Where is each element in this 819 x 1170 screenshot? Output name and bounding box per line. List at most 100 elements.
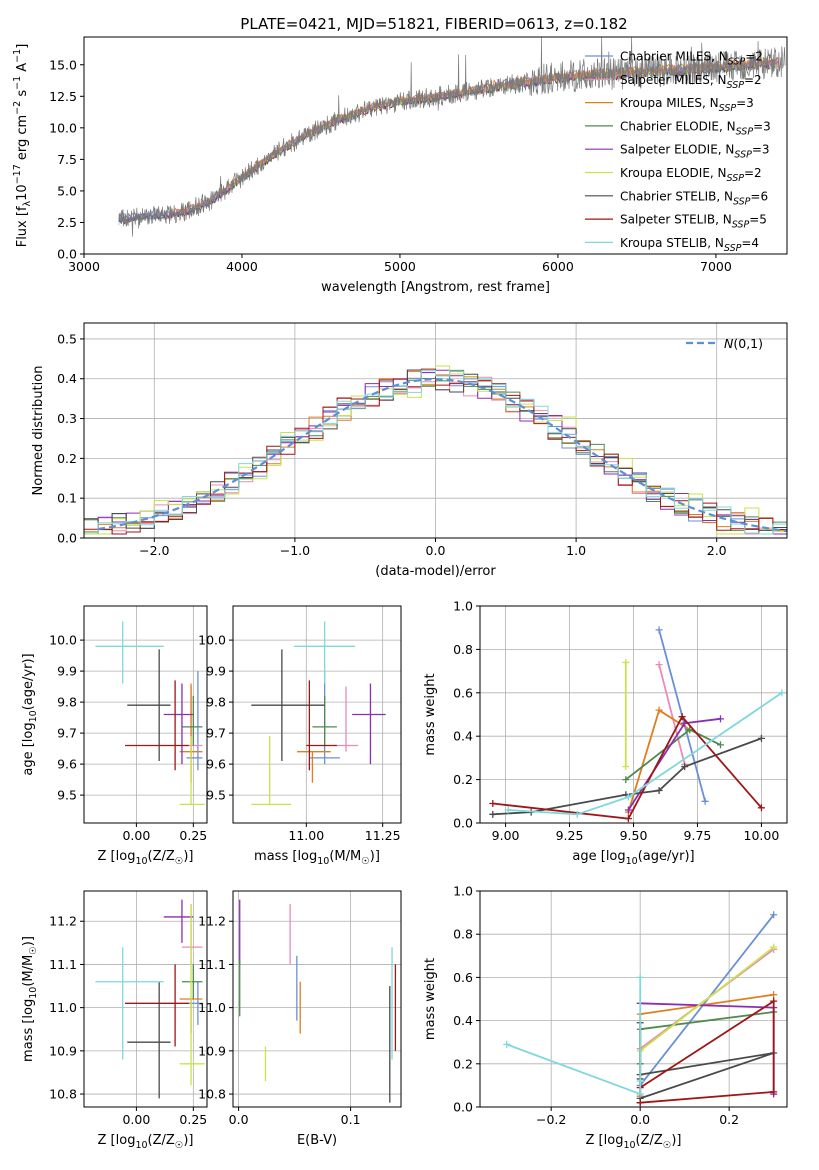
mass_vs_Z-ylabel: mass [log10(M/M☉)] — [21, 936, 39, 1062]
weight_vs_Z-ytick-label: 1.0 — [453, 884, 473, 899]
weight_vs_age-xtick-label: 9.50 — [620, 828, 648, 843]
weight_vs_age-line-salpeter_stelib — [492, 715, 763, 820]
legend-label-kroupa_elodie: Kroupa ELODIE, NSSP=2 — [620, 166, 762, 184]
weight_vs_age-ytick-label: 0.0 — [453, 816, 473, 831]
legend-label-kroupa_miles: Kroupa MILES, NSSP=3 — [620, 96, 754, 114]
weight_vs_Z-ytick-label: 0.8 — [453, 927, 473, 942]
figure-title: PLATE=0421, MJD=51821, FIBERID=0613, z=0… — [240, 15, 627, 33]
spectrum-ytick-label: 0.0 — [57, 247, 77, 262]
spectrum-ytick-label: 12.5 — [49, 89, 77, 104]
weight_vs_age-marker-salpeter_stelib — [757, 804, 765, 812]
residuals-xlabel: (data-model)/error — [375, 564, 496, 579]
weight_vs_age-marker-kroupa_stelib — [504, 806, 512, 814]
weight_vs_Z-xtick-label: 0.0 — [630, 1112, 650, 1127]
age_vs_mass-frame — [232, 605, 402, 824]
weight_vs_age-ytick-label: 0.8 — [453, 642, 473, 657]
legend-label-chabrier_stelib: Chabrier STELIB, NSSP=6 — [620, 189, 768, 207]
weight_vs_age-xtick-label: 9.00 — [492, 828, 520, 843]
weight_vs_age-ytick-label: 0.6 — [453, 685, 473, 700]
weight_vs_Z-marker-kroupa_stelib — [636, 1090, 644, 1098]
spectrum-frame — [83, 36, 788, 255]
residuals-ytick-label: 0.4 — [57, 371, 77, 386]
weight_vs_Z-line-kroupa_elodie — [639, 946, 775, 1052]
weight_vs_age-xtick-label: 10.00 — [744, 828, 780, 843]
hist-chabrier_stelib — [84, 369, 787, 531]
residuals-xtick-label: 0.0 — [426, 543, 446, 558]
weight_vs_Z-ytick-label: 0.4 — [453, 1013, 473, 1028]
weight_vs_Z-ytick-label: 0.6 — [453, 970, 473, 985]
weight_vs_age-line-salpeter_miles — [658, 664, 686, 765]
mass_vs_Z-ytick-label: 11.2 — [49, 914, 77, 929]
weight_vs_Z-ytick-label: 0.2 — [453, 1056, 473, 1071]
spectrum-ytick-label: 15.0 — [49, 57, 77, 72]
spectrum-ytick-label: 5.0 — [57, 183, 77, 198]
weight_vs_age-marker-salpeter_stelib — [624, 815, 632, 823]
age_vs_mass-xtick-label: 11.00 — [288, 828, 324, 843]
weight_vs_Z-ylabel: mass weight — [423, 958, 438, 1040]
mass_vs_Z-ytick-label: 10.9 — [49, 1043, 77, 1058]
mass_vs_ebv-frame — [232, 890, 402, 1108]
weight_vs_age-marker-kroupa_stelib — [778, 689, 786, 697]
spectrum-xtick-label: 3000 — [68, 259, 100, 274]
age_vs_mass-ytick-label: 10.0 — [198, 633, 226, 648]
age_vs_mass-ytick-label: 9.5 — [206, 788, 226, 803]
residuals-xtick-label: −1.0 — [280, 543, 310, 558]
weight_vs_age-marker-chabrier_stelib — [681, 763, 689, 771]
weight_vs_age-marker-kroupa_elodie — [622, 763, 630, 771]
weight_vs_Z-xlabel: Z [log10(Z/Z☉)] — [586, 1133, 682, 1151]
spectrum-xtick-label: 5000 — [384, 259, 416, 274]
age_vs_Z-frame — [83, 605, 208, 824]
weight_vs_Z-marker-salpeter_stelib — [770, 997, 778, 1005]
age_vs_Z-ylabel: age [log10(age/yr)] — [21, 653, 39, 775]
mass_vs_Z-xlabel: Z [log10(Z/Z☉)] — [98, 1133, 194, 1151]
spectrum-observed-line — [118, 36, 786, 237]
weight_vs_Z-line-salpeter_elodie — [640, 1002, 775, 1094]
age_vs_Z-ytick-label: 9.9 — [57, 664, 77, 679]
weight_vs_age-marker-chabrier_elodie — [622, 776, 630, 784]
weight_vs_age-marker-chabrier_stelib — [489, 810, 497, 818]
mass_vs_ebv-ytick-label: 10.9 — [198, 1043, 226, 1058]
weight_vs_age-marker-kroupa_stelib — [573, 810, 581, 818]
weight_vs_age-marker-chabrier_elodie — [686, 726, 694, 734]
weight_vs_Z-frame — [479, 890, 788, 1108]
weight_vs_Z-marker-kroupa_stelib — [636, 1077, 644, 1085]
mass_vs_Z-xtick-label: 0.00 — [122, 1112, 150, 1127]
mass_vs_ebv-ytick-label: 11.1 — [198, 957, 226, 972]
residuals-ytick-label: 0.3 — [57, 411, 77, 426]
weight_vs_age-line-kroupa_stelib — [508, 692, 783, 816]
residuals-xtick-label: −2.0 — [139, 543, 169, 558]
weight_vs_age-marker-kroupa_miles — [655, 706, 663, 714]
residuals-ytick-label: 0.5 — [57, 331, 77, 346]
legend-label-chabrier_miles: Chabrier MILES, NSSP=2 — [620, 50, 763, 68]
spectrum-ytick-label: 2.5 — [57, 215, 77, 230]
weight_vs_age-line-chabrier_stelib — [492, 737, 762, 816]
weight_vs_age-marker-kroupa_elodie — [622, 658, 630, 666]
mass_vs_ebv-xtick-label: 0.1 — [341, 1112, 361, 1127]
weight_vs_Z-marker-chabrier_miles — [770, 911, 778, 919]
weight_vs_age-marker-kroupa_stelib — [624, 793, 632, 801]
hist-salpeter_stelib — [84, 368, 787, 535]
age_vs_Z-ytick-label: 9.8 — [57, 695, 77, 710]
residuals-xtick-label: 1.0 — [566, 543, 586, 558]
residuals-ytick-label: 0.1 — [57, 491, 77, 506]
age_vs_Z-xtick-label: 0.25 — [179, 828, 207, 843]
residuals-ylabel: Normed distribution — [31, 366, 46, 496]
spectrum-ytick-label: 7.5 — [57, 152, 77, 167]
age_vs_Z-xtick-label: 0.00 — [122, 828, 150, 843]
spectrum-xtick-label: 4000 — [226, 259, 258, 274]
weight_vs_age-marker-salpeter_elodie — [624, 806, 632, 814]
age_vs_Z-xlabel: Z [log10(Z/Z☉)] — [98, 849, 194, 867]
weight_vs_age-ylabel: mass weight — [423, 673, 438, 755]
weight_vs_age-marker-salpeter_elodie — [716, 715, 724, 723]
age_vs_mass-ytick-label: 9.6 — [206, 757, 226, 772]
mass_vs_Z-frame — [83, 890, 208, 1108]
weight_vs_Z-marker-salpeter_stelib — [770, 1088, 778, 1096]
legend-label-salpeter_miles: Salpeter MILES, NSSP=2 — [620, 73, 762, 91]
mass_vs_Z-ytick-label: 10.8 — [49, 1087, 77, 1102]
residuals-xtick-label: 2.0 — [707, 543, 727, 558]
weight_vs_age-marker-chabrier_miles — [655, 626, 663, 634]
weight_vs_age-marker-salpeter_stelib — [678, 713, 686, 721]
legend-label-salpeter_elodie: Salpeter ELODIE, NSSP=3 — [620, 143, 770, 161]
weight_vs_age-ytick-label: 0.4 — [453, 729, 473, 744]
